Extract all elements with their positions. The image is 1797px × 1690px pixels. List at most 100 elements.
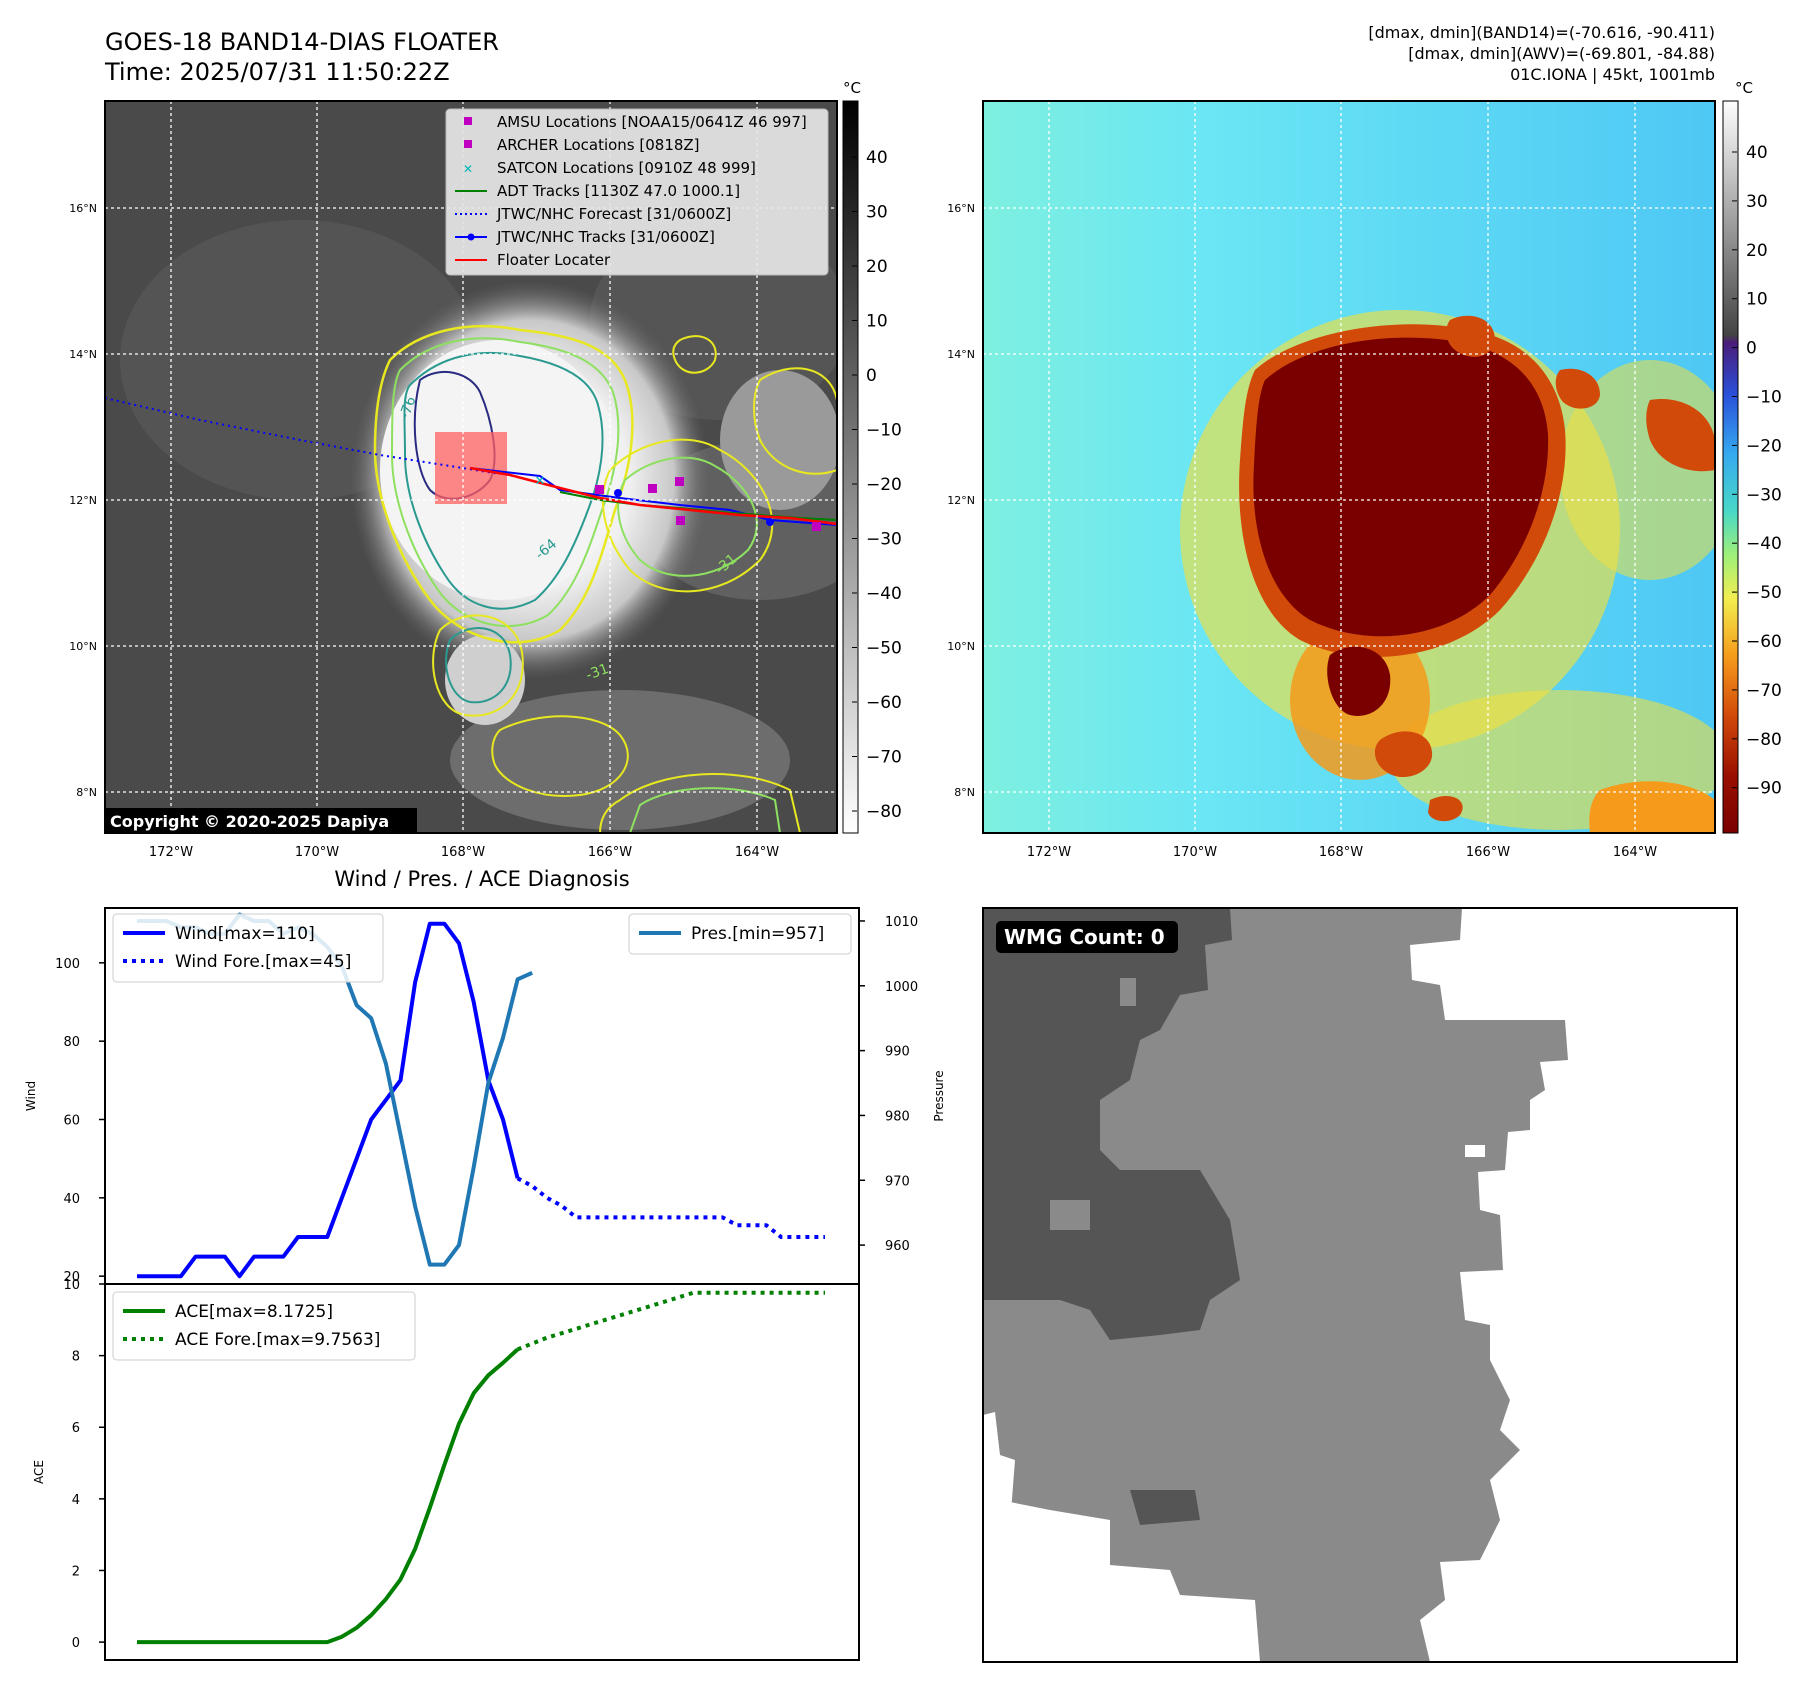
map1-lat-tick: 16°N	[69, 202, 97, 215]
archer-marker	[648, 484, 657, 493]
wind-series-line	[137, 921, 520, 1279]
ace-axis-label: ACE	[32, 1460, 46, 1484]
color-map-gridlines	[983, 101, 1715, 833]
wmg-count-badge	[996, 921, 1178, 953]
map2-lon-tick: 166°W	[1466, 845, 1510, 860]
legend-tracks: JTWC/NHC Tracks [31/0600Z]	[496, 228, 715, 246]
legend-amsu: AMSU Locations [NOAA15/0641Z 46 997]	[497, 113, 807, 131]
deep-convection-core	[1253, 337, 1549, 637]
map1-lon-tick: 170°W	[295, 845, 339, 860]
wind-legend: Wind[max=110] Wind Fore.[max=45]	[112, 913, 384, 983]
wind-axis-label: Wind	[24, 1081, 38, 1111]
colorbar-right: °C 40 30 20 10 0 −10 −20 −30 −40 −50 −60 −70 −80 −90	[1722, 79, 1782, 834]
colorbar-right-tick-label: 30	[1746, 192, 1768, 212]
colorbar-right-tick-label: −10	[1746, 388, 1782, 408]
wind-tick-label: 40	[63, 1192, 80, 1207]
colorbar-left-tick-label: 20	[866, 257, 888, 277]
ace-tick-label: 2	[72, 1564, 80, 1579]
map2-lon-tick: 172°W	[1027, 845, 1071, 860]
map1-lon-tick: 166°W	[588, 845, 632, 860]
ace-tick-label: 10	[63, 1278, 80, 1293]
colorbar-right-unit: °C	[1735, 79, 1753, 97]
diagnosis-title: Wind / Pres. / ACE Diagnosis	[334, 867, 629, 891]
legend-adt: ADT Tracks [1130Z 47.0 1000.1]	[497, 182, 740, 200]
pressure-tick-label: 1000	[885, 980, 918, 995]
colorbar-right-tick-label: −60	[1746, 632, 1782, 652]
wmg-region-dark	[983, 908, 1240, 1340]
map2-lat-tick: 14°N	[947, 348, 975, 361]
legend-archer-marker	[464, 140, 472, 148]
colorbar-right-tick-label: −80	[1746, 730, 1782, 750]
ace-tick-label: 0	[72, 1636, 80, 1651]
map1-lon-tick: 164°W	[735, 845, 779, 860]
colorbar-right-tick-label: −70	[1746, 681, 1782, 701]
legend-satcon-marker: ✕	[463, 162, 473, 176]
legend-forecast: JTWC/NHC Forecast [31/0600Z]	[496, 205, 731, 223]
map2-lon-tick: 164°W	[1613, 845, 1657, 860]
map-legend: AMSU Locations [NOAA15/0641Z 46 997] ARC…	[445, 108, 829, 276]
pressure-legend: Pres.[min=957]	[628, 913, 852, 955]
colorbar-left-tick-label: 30	[866, 203, 888, 223]
pressure-tick-label: 1010	[885, 915, 918, 930]
copyright-text: Copyright © 2020-2025 Dapiya	[110, 812, 389, 831]
copyright-box	[105, 808, 417, 834]
colorbar-right-tick-label: −30	[1746, 485, 1782, 505]
pressure-tick-label: 990	[885, 1045, 910, 1060]
map1-lon-tick: 168°W	[441, 845, 485, 860]
wind-tick-label: 80	[63, 1035, 80, 1050]
map2-lat-tick: 8°N	[954, 786, 975, 799]
colorbar-left-tick-label: −50	[866, 639, 902, 659]
map1-lat-tick: 8°N	[76, 786, 97, 799]
ace-tick-label: 8	[72, 1350, 80, 1365]
wmg-region-mid	[983, 908, 1568, 1662]
contour-label-31a: -31	[584, 661, 611, 684]
colorbar-right-tick-label: 0	[1746, 339, 1757, 359]
colorbar-right-tick-label: 40	[1746, 143, 1768, 163]
wind-tick-label: 100	[55, 957, 80, 972]
map1-lon-tick: 172°W	[149, 845, 193, 860]
map1-lat-tick: 10°N	[69, 640, 97, 653]
legend-wind-fore: Wind Fore.[max=45]	[175, 952, 351, 972]
colorbar-right-tick-label: −90	[1746, 779, 1782, 799]
colorbar-left-tick-label: −40	[866, 584, 902, 604]
colorbar-left-tick-label: 40	[866, 148, 888, 168]
legend-pressure: Pres.[min=957]	[691, 924, 824, 944]
pressure-axis-label: Pressure	[932, 1070, 946, 1121]
ace-tick-label: 6	[72, 1421, 80, 1436]
map2-lat-tick: 12°N	[947, 494, 975, 507]
wind-tick-label: 60	[63, 1114, 80, 1129]
colorbar-left-tick-label: −20	[866, 475, 902, 495]
wmg-frame	[982, 907, 1738, 1663]
legend-ace: ACE[max=8.1725]	[175, 1302, 333, 1322]
map2-lon-tick: 170°W	[1173, 845, 1217, 860]
legend-amsu-marker	[464, 117, 472, 125]
map1-lat-tick: 14°N	[69, 348, 97, 361]
colorbar-left-tick-label: −70	[866, 748, 902, 768]
ace-series-line	[137, 1347, 519, 1645]
ace-tick-label: 4	[72, 1493, 80, 1508]
ace-chart: ACE 0 2 4 6 8 10 ACE[max=8.1725] ACE Fore.[ma…	[32, 1278, 860, 1661]
legend-satcon: SATCON Locations [0910Z 48 999]	[497, 159, 756, 177]
map1-lat-tick: 12°N	[69, 494, 97, 507]
amsu-marker	[595, 485, 604, 494]
colorbar-left-tick-label: −30	[866, 530, 902, 550]
colorbar-right-tick-label: −40	[1746, 534, 1782, 554]
map2-lat-tick: 10°N	[947, 640, 975, 653]
satcon-marker: ✕	[535, 474, 546, 489]
pressure-tick-label: 960	[885, 1239, 910, 1254]
colorbar-right-tick-label: 10	[1746, 290, 1768, 310]
map2-lon-tick: 168°W	[1319, 845, 1363, 860]
jtwc-track	[469, 467, 837, 526]
legend-wind: Wind[max=110]	[175, 924, 315, 944]
colorbar-left-tick-label: −10	[866, 421, 902, 441]
colorbar-right-tick-label: 20	[1746, 241, 1768, 261]
colorbar-left-tick-label: −80	[866, 802, 902, 822]
jtwc-forecast-track	[105, 397, 501, 475]
colorbar-right-tick-label: −50	[1746, 583, 1782, 603]
color-map-panel: 172°W 170°W 168°W 166°W 164°W 16°N 14°N …	[947, 100, 1716, 860]
pressure-tick-label: 980	[885, 1109, 910, 1124]
info-band14: [dmax, dmin](BAND14)=(-70.616, -90.411)	[1368, 23, 1715, 42]
wind-forecast-series-line	[516, 1176, 825, 1239]
legend-archer: ARCHER Locations [0818Z]	[497, 136, 700, 154]
